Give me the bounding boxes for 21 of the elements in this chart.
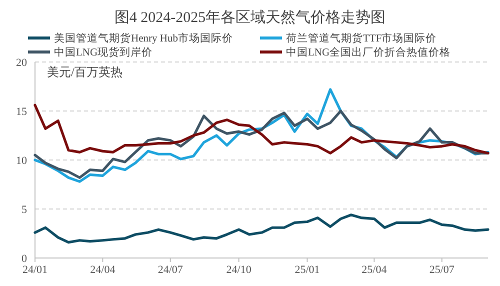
line-series <box>34 214 490 244</box>
y-tick-label: 15 <box>16 106 28 118</box>
y-tick-label: 0 <box>22 252 28 265</box>
legend-label: 美国管道气期货Henry Hub市场国际价 <box>54 32 233 45</box>
x-tick-label: 25/01 <box>294 264 320 276</box>
y-tick-label: 10 <box>16 154 28 167</box>
y-tick-label: 5 <box>22 204 28 216</box>
chart-title: 图4 2024-2025年各区域天然气价格走势图 <box>114 9 386 26</box>
x-tick-label: 24/07 <box>158 264 184 276</box>
x-tick-label: 24/04 <box>90 264 116 276</box>
legend-label: 中国LNG全国出厂价折合热值价格 <box>286 46 451 59</box>
x-tick-label: 25/07 <box>429 264 455 276</box>
line-series <box>34 104 490 154</box>
line-series <box>34 110 490 179</box>
x-tick-label: 24/01 <box>22 264 48 276</box>
x-tick-label: 24/10 <box>226 264 252 276</box>
legend-label: 中国LNG现货到岸价 <box>54 46 153 59</box>
legend-label: 荷兰管道气期货TTF市场国际价 <box>286 32 437 45</box>
x-tick-label: 25/04 <box>362 264 388 276</box>
y-tick-label: 20 <box>16 56 28 69</box>
y-axis-title: 美元/百万英热 <box>47 65 122 79</box>
